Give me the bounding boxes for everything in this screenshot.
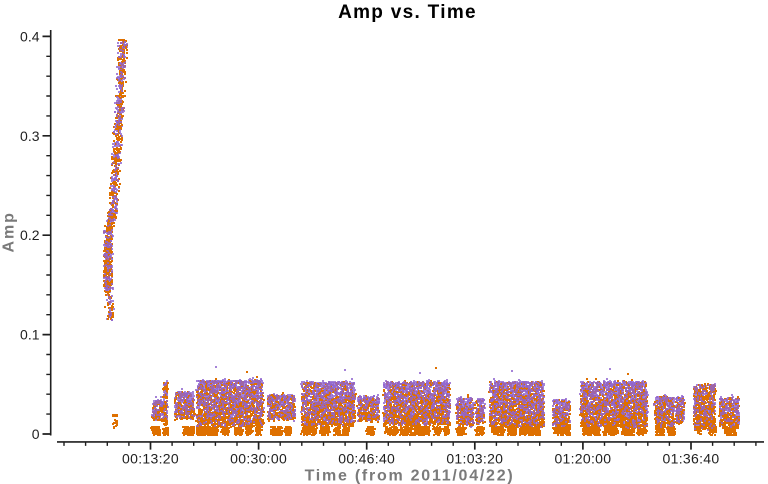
svg-text:Time (from 2011/04/22): Time (from 2011/04/22) bbox=[305, 467, 515, 484]
svg-text:Amp: Amp bbox=[1, 211, 18, 252]
svg-text:0.3: 0.3 bbox=[20, 128, 40, 144]
svg-text:0.4: 0.4 bbox=[20, 28, 40, 44]
svg-text:01:36:40: 01:36:40 bbox=[663, 451, 720, 467]
svg-text:00:46:40: 00:46:40 bbox=[338, 451, 395, 467]
svg-text:Amp vs. Time: Amp vs. Time bbox=[338, 2, 477, 23]
svg-text:00:13:20: 00:13:20 bbox=[122, 451, 179, 467]
svg-text:01:20:00: 01:20:00 bbox=[554, 451, 611, 467]
svg-text:0.1: 0.1 bbox=[20, 327, 40, 343]
svg-text:0.2: 0.2 bbox=[20, 227, 40, 243]
svg-text:0: 0 bbox=[32, 426, 40, 442]
svg-text:00:30:00: 00:30:00 bbox=[230, 451, 287, 467]
svg-text:01:03:20: 01:03:20 bbox=[446, 451, 503, 467]
